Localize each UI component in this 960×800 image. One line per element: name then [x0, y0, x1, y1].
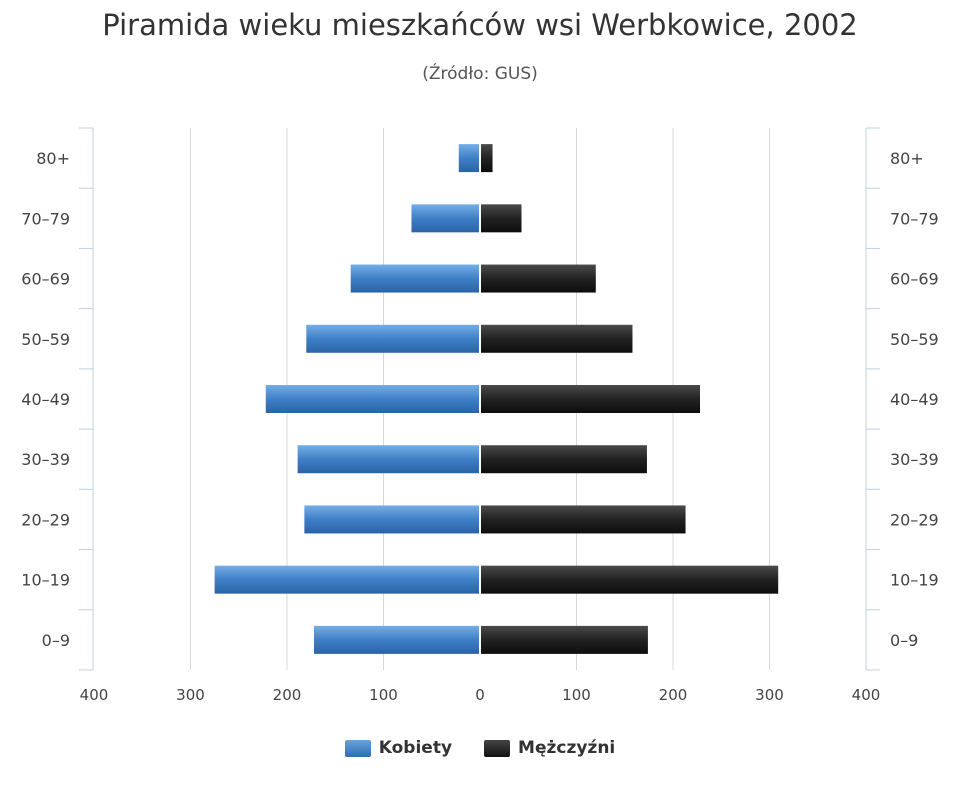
- y-category-label-left: 40–49: [21, 390, 70, 409]
- x-tick-label: 200: [273, 686, 302, 704]
- y-category-label-right: 30–39: [890, 450, 939, 469]
- x-tick-label: 100: [369, 686, 398, 704]
- y-category-label-left: 50–59: [21, 330, 70, 349]
- bar-mezczyzni: [480, 445, 647, 474]
- bar-kobiety: [214, 565, 480, 594]
- legend-item-female[interactable]: Kobiety: [344, 738, 453, 758]
- chart-title: Piramida wieku mieszkańców wsi Werbkowic…: [102, 8, 858, 42]
- bar-kobiety: [265, 385, 480, 413]
- chart-subtitle: (Źródło: GUS): [422, 64, 538, 84]
- y-category-label-left: 0–9: [42, 631, 70, 650]
- bar-kobiety: [304, 505, 480, 534]
- bar-kobiety: [297, 445, 480, 474]
- legend: Kobiety Mężczyźni: [0, 738, 960, 758]
- bar-mezczyzni: [480, 385, 701, 413]
- bar-kobiety: [411, 204, 480, 233]
- legend-swatch-female: [344, 739, 371, 757]
- y-category-label-right: 20–29: [890, 510, 939, 529]
- y-category-label-left: 70–79: [21, 209, 70, 228]
- x-tick-label: 0: [475, 686, 485, 704]
- x-tick-label: 400: [852, 686, 881, 704]
- y-category-label-right: 50–59: [890, 330, 939, 349]
- y-category-label-left: 10–19: [21, 571, 70, 590]
- bar-mezczyzni: [480, 625, 648, 654]
- x-tick-label: 300: [176, 686, 205, 704]
- y-category-label-right: 60–69: [890, 270, 939, 289]
- y-category-label-left: 20–29: [21, 510, 70, 529]
- bar-kobiety: [306, 324, 480, 353]
- y-category-label-right: 10–19: [890, 571, 939, 590]
- bar-mezczyzni: [480, 144, 493, 173]
- x-tick-label: 200: [659, 686, 688, 704]
- legend-swatch-male: [484, 739, 511, 757]
- y-category-label-left: 80+: [36, 149, 70, 168]
- legend-label-male: Mężczyźni: [518, 738, 616, 758]
- bar-mezczyzni: [480, 565, 779, 594]
- x-tick-label: 100: [562, 686, 591, 704]
- bar-kobiety: [350, 264, 480, 293]
- y-category-label-right: 70–79: [890, 209, 939, 228]
- bar-mezczyzni: [480, 264, 596, 293]
- bar-mezczyzni: [480, 204, 522, 233]
- y-category-label-right: 40–49: [890, 390, 939, 409]
- x-tick-label: 400: [80, 686, 109, 704]
- legend-label-female: Kobiety: [378, 738, 453, 758]
- y-category-label-left: 30–39: [21, 450, 70, 469]
- bar-kobiety: [314, 625, 480, 654]
- bar-kobiety: [458, 144, 480, 173]
- y-category-label-left: 60–69: [21, 270, 70, 289]
- y-category-label-right: 80+: [890, 149, 924, 168]
- y-category-label-right: 0–9: [890, 631, 918, 650]
- bar-mezczyzni: [480, 505, 686, 534]
- x-tick-label: 300: [755, 686, 784, 704]
- bar-mezczyzni: [480, 324, 633, 353]
- legend-item-male[interactable]: Mężczyźni: [484, 738, 615, 758]
